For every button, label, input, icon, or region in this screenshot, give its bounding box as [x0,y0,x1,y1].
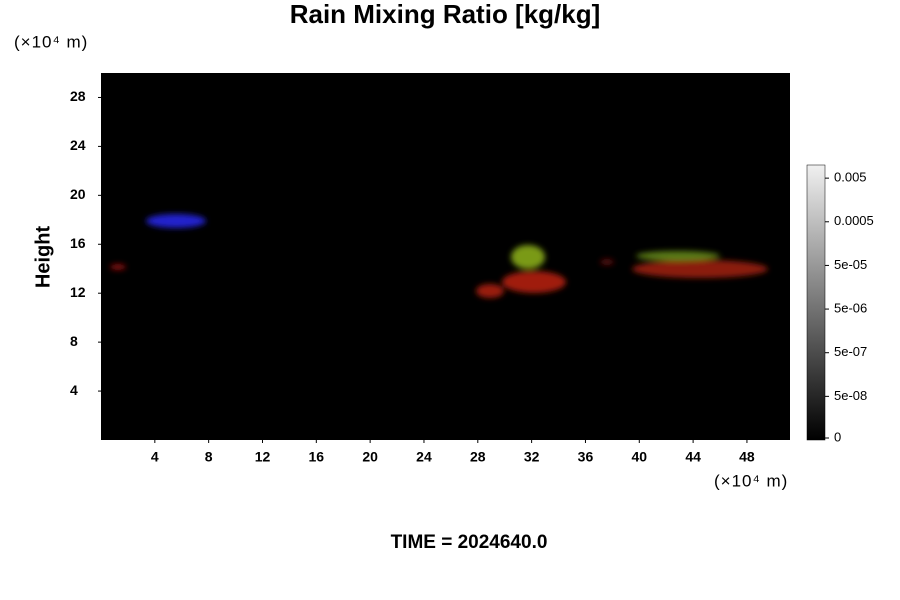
rain-blob [146,214,206,228]
x-tick-label: 36 [578,449,594,465]
colorbar-tick-label: 5e-07 [834,344,867,359]
x-tick-label: 12 [255,449,271,465]
rain-blob [636,251,720,261]
x-tick-label: 40 [631,449,647,465]
y-tick-label: 8 [70,333,78,349]
rain-blob [511,245,545,269]
x-tick-label: 16 [309,449,325,465]
x-tick-label: 48 [739,449,755,465]
rain-blob [110,264,126,270]
y-tick-label: 12 [70,284,86,300]
x-tick-label: 8 [205,449,213,465]
colorbar-tick-label: 5e-05 [834,257,867,272]
colorbar-tick-label: 5e-06 [834,301,867,316]
y-unit: (×10⁴ m) [14,32,88,51]
x-tick-label: 44 [685,449,701,465]
y-tick-label: 4 [70,382,78,398]
x-unit: (×10⁴ m) [714,471,788,490]
colorbar-tick-label: 0.0005 [834,213,874,228]
colorbar-tick-label: 5e-08 [834,388,867,403]
chart-title: Rain Mixing Ratio [kg/kg] [290,0,601,29]
rain-blob [476,284,504,298]
rain-blob [600,259,614,265]
y-axis-title: Height [32,226,54,289]
colorbar-tick-label: 0.005 [834,170,867,185]
colorbar-tick-label: 0 [834,429,841,444]
x-tick-label: 28 [470,449,486,465]
rain-blob [632,260,768,278]
x-tick-label: 20 [362,449,378,465]
x-tick-label: 24 [416,449,432,465]
x-tick-label: 4 [151,449,159,465]
colorbar [806,164,826,441]
y-tick-label: 24 [70,137,86,153]
y-tick-label: 16 [70,235,86,251]
rain-blob [502,271,566,293]
time-label: TIME = 2024640.0 [391,532,548,553]
y-tick-label: 28 [70,88,86,104]
y-tick-label: 20 [70,186,86,202]
x-tick-label: 32 [524,449,540,465]
field-blobs [110,214,768,298]
